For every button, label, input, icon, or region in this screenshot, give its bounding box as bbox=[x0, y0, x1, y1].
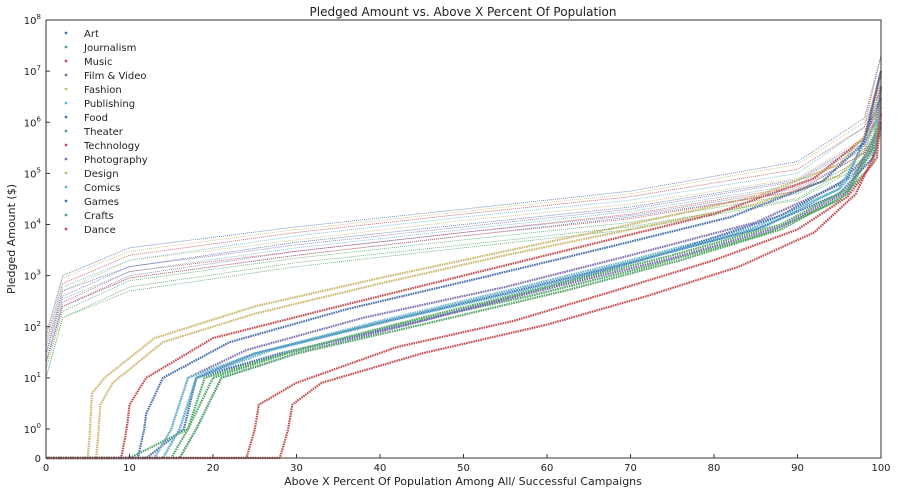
legend-label-publishing: Publishing bbox=[84, 99, 135, 110]
legend-marker-art bbox=[64, 31, 68, 35]
series-crafts-successful-curve bbox=[45, 122, 882, 379]
series-journalism-successful-curve bbox=[45, 113, 882, 379]
legend-label-design: Design bbox=[84, 169, 119, 180]
legend: Art Journalism Music Film & Video Fashion Pub… bbox=[64, 29, 148, 236]
x-tick-label: 50 bbox=[457, 463, 470, 474]
legend-label-crafts: Crafts bbox=[84, 211, 114, 222]
legend-label-photography: Photography bbox=[84, 155, 148, 166]
legend-marker-music bbox=[64, 59, 68, 63]
x-tick-label: 100 bbox=[871, 463, 890, 474]
series-dance-successful-curve bbox=[45, 101, 882, 363]
x-tick-label: 90 bbox=[791, 463, 804, 474]
legend-marker-publishing bbox=[64, 101, 68, 105]
legend-label-music: Music bbox=[84, 57, 112, 68]
legend-label-theater: Theater bbox=[83, 127, 124, 138]
y-tick-label: 0 bbox=[35, 454, 41, 465]
legend-label-art: Art bbox=[84, 29, 99, 40]
series-fashion-all-curve bbox=[46, 97, 883, 460]
series-film-video-all-curve bbox=[46, 86, 883, 460]
legend-label-fashion: Fashion bbox=[84, 85, 122, 96]
x-tick-label: 0 bbox=[43, 463, 49, 474]
legend-marker-theater bbox=[64, 129, 68, 133]
legend-label-games: Games bbox=[84, 197, 119, 208]
legend-label-food: Food bbox=[84, 113, 108, 124]
legend-label-comics: Comics bbox=[84, 183, 120, 194]
legend-marker-technology bbox=[64, 143, 68, 147]
series-publishing-successful-curve bbox=[45, 82, 882, 358]
series-art-successful-curve bbox=[45, 97, 882, 363]
legend-marker-photography bbox=[64, 157, 68, 161]
legend-label-film-video: Film & Video bbox=[84, 71, 147, 82]
legend-marker-fashion bbox=[64, 87, 68, 91]
x-tick-label: 20 bbox=[207, 463, 220, 474]
x-tick-label: 80 bbox=[708, 463, 721, 474]
legend-marker-design bbox=[64, 171, 68, 175]
x-axis-ticks: 0 10 20 30 40 50 60 70 80 90 100 bbox=[43, 454, 891, 474]
x-tick-label: 70 bbox=[624, 463, 637, 474]
series-design-successful-curve bbox=[45, 55, 882, 339]
series-theater-all-curve bbox=[46, 121, 882, 460]
series-technology-successful-curve bbox=[45, 55, 882, 343]
x-tick-label: 10 bbox=[123, 463, 136, 474]
legend-marker-journalism bbox=[64, 45, 68, 49]
series-comics-successful-curve bbox=[45, 75, 882, 348]
series-art-all-curve bbox=[46, 106, 883, 460]
series-fashion-successful-curve bbox=[45, 86, 882, 348]
legend-marker-comics bbox=[64, 185, 68, 189]
series-crafts-all-curve bbox=[46, 133, 882, 460]
series-food-successful-curve bbox=[45, 86, 882, 354]
legend-marker-games bbox=[64, 199, 68, 203]
legend-marker-film-video bbox=[64, 73, 68, 77]
y-axis-label: Pledged Amount ($) bbox=[5, 184, 18, 294]
series-design-all-curve bbox=[46, 70, 883, 460]
x-tick-label: 40 bbox=[374, 463, 387, 474]
series-comics-all-curve bbox=[46, 112, 882, 460]
series-games-successful-curve bbox=[45, 55, 882, 335]
series-film-video-successful-curve bbox=[45, 71, 882, 354]
legend-marker-dance bbox=[64, 227, 68, 231]
x-tick-label: 30 bbox=[290, 463, 303, 474]
legend-label-technology: Technology bbox=[83, 141, 140, 152]
x-axis-label: Above X Percent Of Population Among All/… bbox=[284, 475, 642, 488]
series-photography-successful-curve bbox=[45, 97, 882, 363]
series-publishing-all-curve bbox=[46, 97, 883, 460]
legend-label-dance: Dance bbox=[84, 225, 116, 236]
series-theater-successful-curve bbox=[45, 106, 882, 370]
legend-label-journalism: Journalism bbox=[83, 43, 136, 54]
legend-marker-food bbox=[64, 115, 68, 119]
series-games-all-curve bbox=[46, 70, 883, 460]
plot-series bbox=[45, 55, 883, 460]
legend-marker-crafts bbox=[64, 213, 68, 217]
chart-title: Pledged Amount vs. Above X Percent Of Po… bbox=[310, 5, 617, 19]
series-journalism-all-curve bbox=[46, 122, 883, 460]
x-tick-label: 60 bbox=[541, 463, 554, 474]
